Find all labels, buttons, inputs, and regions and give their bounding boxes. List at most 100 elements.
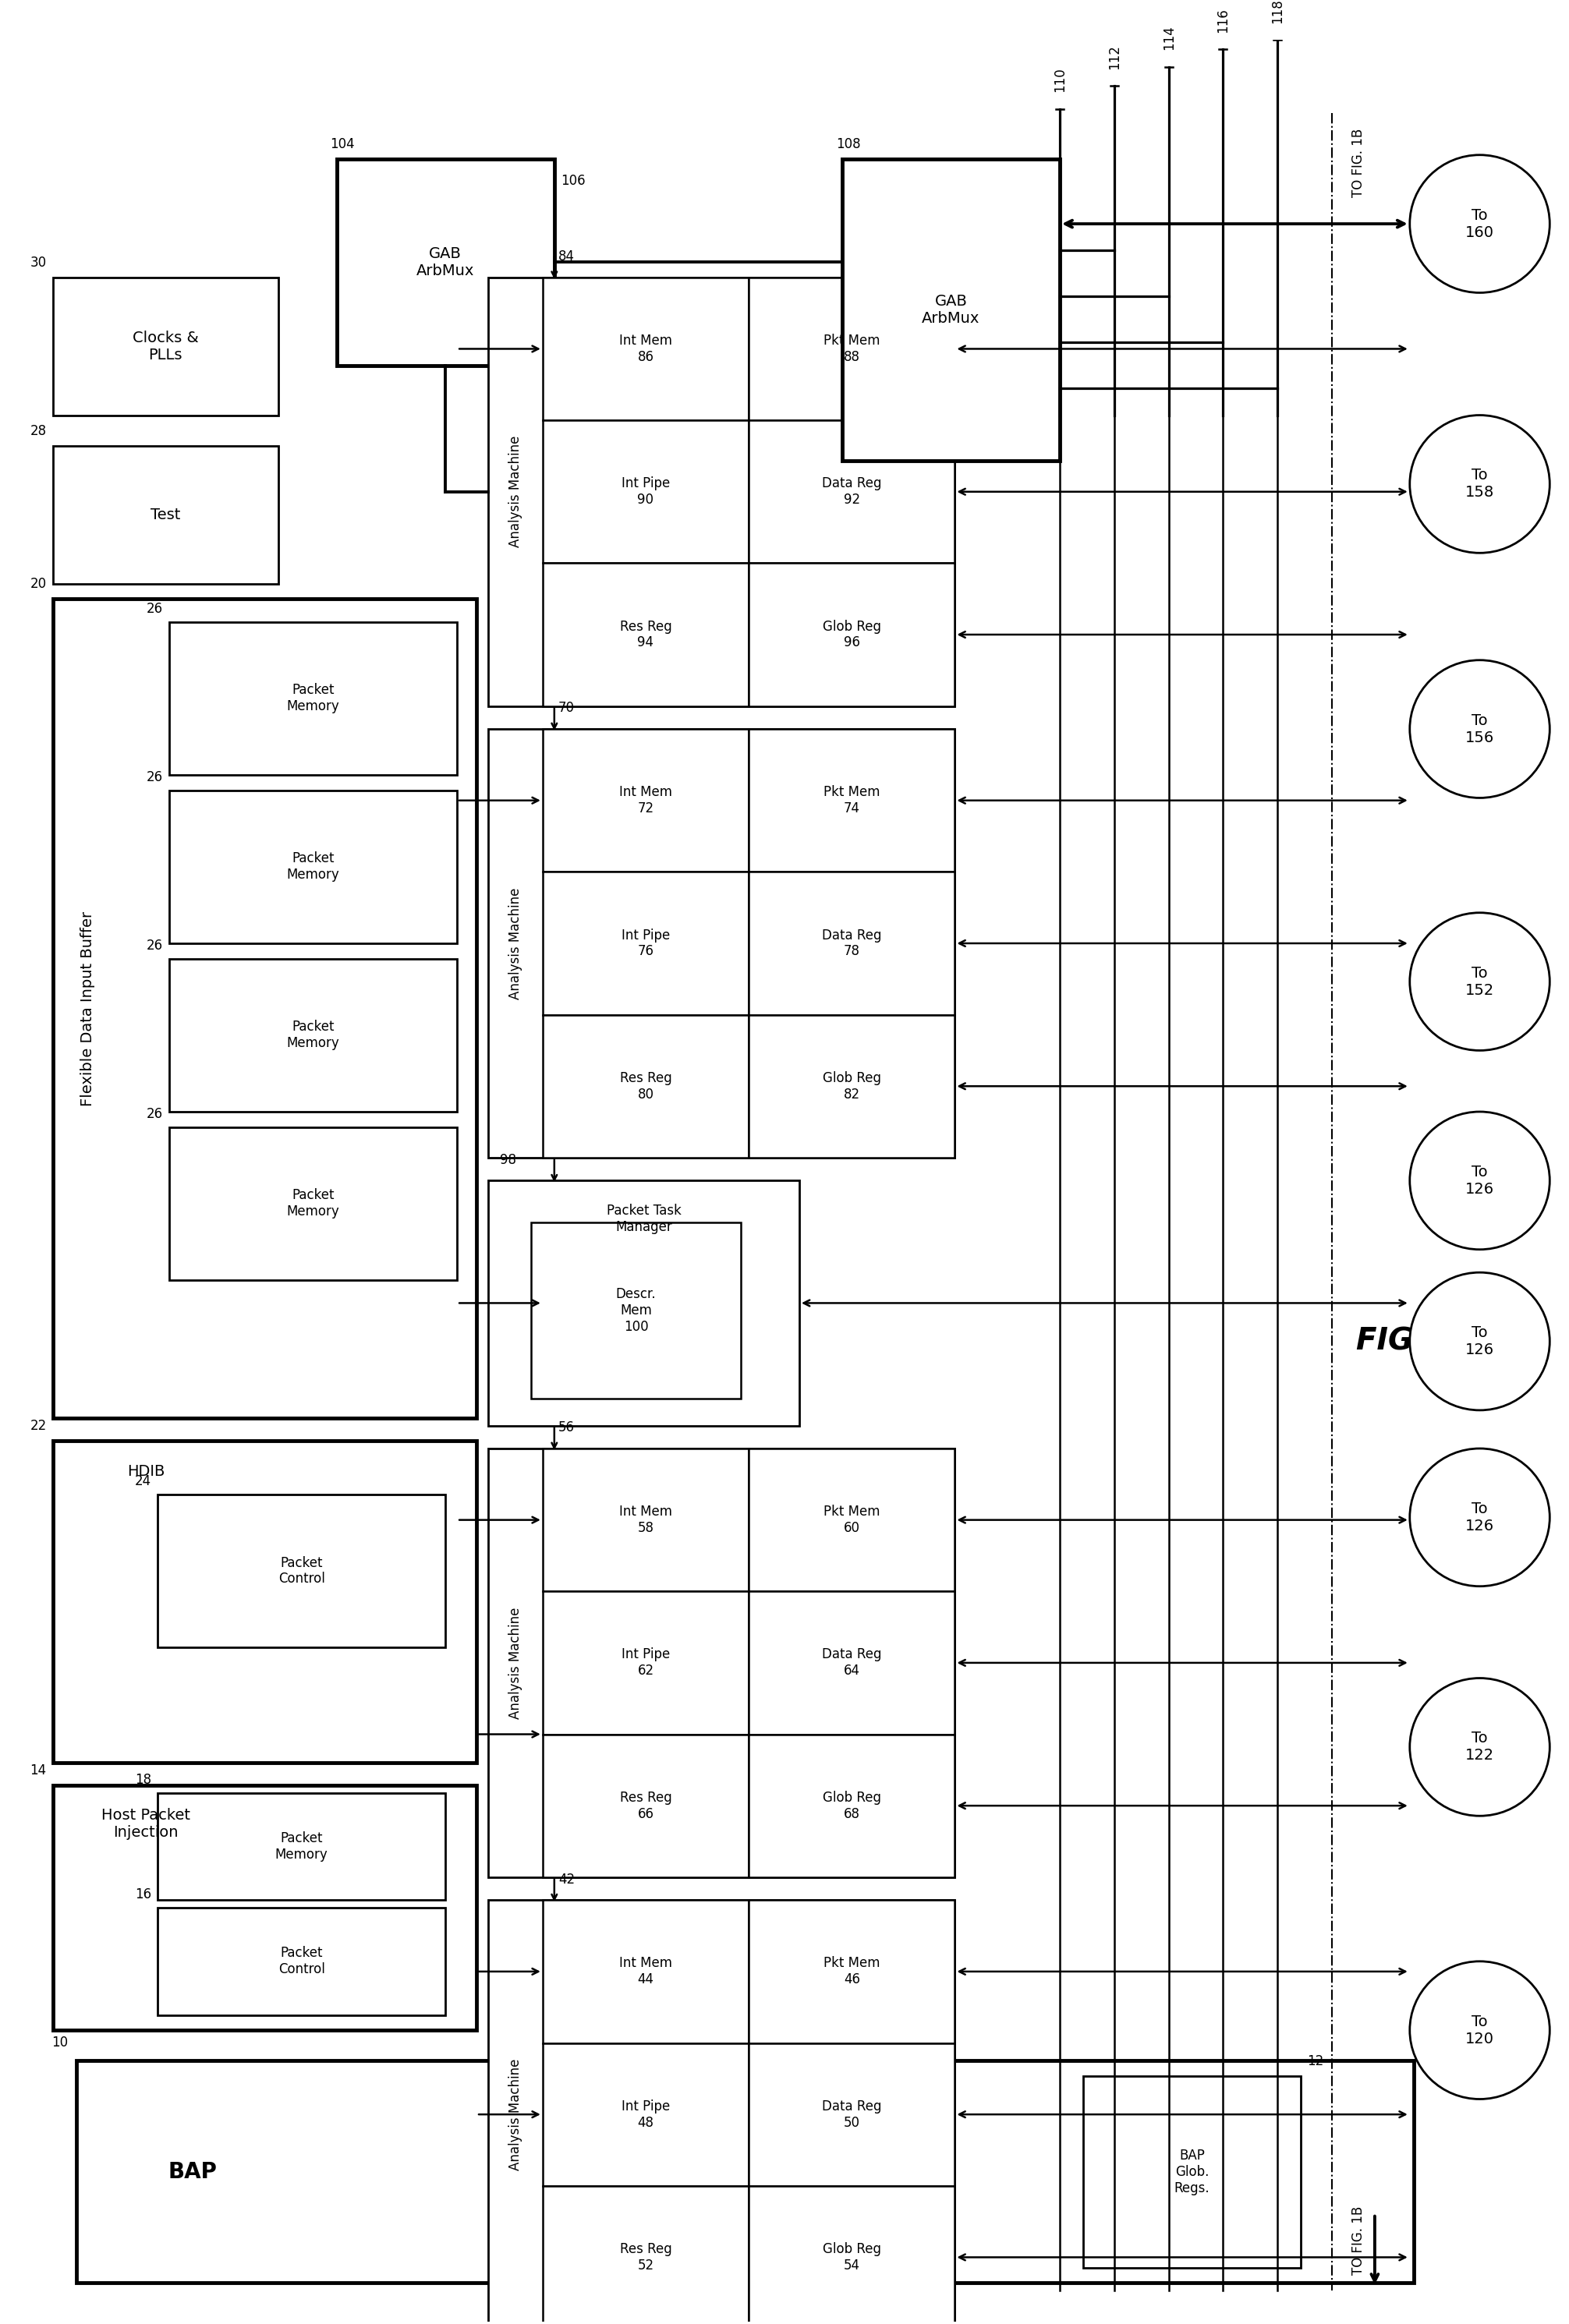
Text: Packet
Memory: Packet Memory [287, 1020, 339, 1050]
Text: FIG. 1A: FIG. 1A [1356, 1327, 1480, 1357]
Bar [748, 1592, 956, 1734]
Bar [748, 872, 956, 1016]
Text: Pkt Mem
88: Pkt Mem 88 [824, 335, 880, 365]
Text: Descr.
Mem
100: Descr. Mem 100 [617, 1287, 656, 1334]
Bar [53, 277, 278, 416]
Bar [543, 1016, 748, 1157]
Text: 28: 28 [30, 423, 47, 439]
Text: Data Reg
50: Data Reg 50 [822, 2099, 882, 2129]
Bar [543, 872, 748, 1016]
Text: To
158: To 158 [1465, 467, 1494, 500]
Text: Data Reg
92: Data Reg 92 [822, 476, 882, 507]
Bar [748, 2043, 956, 2187]
Text: Int Mem
44: Int Mem 44 [620, 1957, 672, 1987]
Bar [158, 1792, 446, 1901]
Bar [748, 1734, 956, 1878]
Text: Data Reg
78: Data Reg 78 [822, 927, 882, 957]
Text: 108: 108 [836, 137, 860, 151]
Text: Flexible Data Input Buffer: Flexible Data Input Buffer [80, 911, 96, 1106]
Text: Packet
Memory: Packet Memory [287, 1188, 339, 1218]
Bar [543, 1901, 748, 2043]
Bar [488, 1901, 956, 2324]
Text: To
156: To 156 [1465, 713, 1494, 746]
Bar [748, 1448, 956, 1592]
Text: To
126: To 126 [1465, 1164, 1494, 1197]
Circle shape [1409, 156, 1550, 293]
Text: TO FIG. 1B: TO FIG. 1B [1351, 128, 1365, 198]
Text: Int Mem
86: Int Mem 86 [620, 335, 672, 365]
Bar [158, 1494, 446, 1648]
Text: 26: 26 [146, 769, 163, 783]
Text: Int Pipe
62: Int Pipe 62 [621, 1648, 670, 1678]
Text: 22: 22 [30, 1420, 47, 1434]
Bar [543, 1734, 748, 1878]
Text: Packet
Memory: Packet Memory [287, 683, 339, 713]
Text: GAB
ArbMux: GAB ArbMux [416, 246, 474, 279]
Text: 118: 118 [1271, 0, 1285, 23]
Text: Packet
Memory: Packet Memory [275, 1831, 328, 1862]
Text: 10: 10 [52, 2036, 69, 2050]
Bar [169, 623, 457, 774]
Text: 104: 104 [331, 137, 355, 151]
Bar [748, 562, 956, 706]
Text: Pkt Mem
46: Pkt Mem 46 [824, 1957, 880, 1987]
Text: To
160: To 160 [1465, 207, 1494, 239]
Text: Analysis Machine: Analysis Machine [508, 888, 522, 999]
Text: Res Reg
52: Res Reg 52 [620, 2243, 672, 2273]
Text: Glob Reg
54: Glob Reg 54 [822, 2243, 882, 2273]
Text: 112: 112 [1108, 44, 1122, 70]
Bar [158, 1908, 446, 2015]
Bar [543, 1448, 748, 1592]
Text: 26: 26 [146, 939, 163, 953]
Text: Glob Reg
82: Glob Reg 82 [822, 1071, 882, 1102]
Bar [53, 446, 278, 583]
Text: Glob Reg
68: Glob Reg 68 [822, 1789, 882, 1820]
Circle shape [1409, 1678, 1550, 1815]
Text: 14: 14 [30, 1764, 47, 1778]
Text: Pkt Mem
60: Pkt Mem 60 [824, 1506, 880, 1536]
Text: Packet
Control: Packet Control [278, 1555, 325, 1585]
Bar [748, 277, 956, 421]
Bar [53, 1441, 477, 1762]
Bar [53, 1785, 477, 2031]
Text: 26: 26 [146, 602, 163, 616]
Bar [75, 2061, 1414, 2282]
Text: 114: 114 [1161, 26, 1175, 51]
Bar [488, 730, 956, 1157]
Text: 116: 116 [1216, 7, 1230, 33]
Circle shape [1409, 1448, 1550, 1587]
Bar [748, 1901, 956, 2043]
Circle shape [1409, 660, 1550, 797]
Text: 26: 26 [146, 1106, 163, 1120]
Text: 70: 70 [559, 702, 574, 716]
Text: To
120: To 120 [1465, 2015, 1494, 2045]
Text: BAP
Glob.
Regs.: BAP Glob. Regs. [1174, 2150, 1210, 2196]
Bar [337, 158, 554, 365]
Text: 110: 110 [1053, 67, 1067, 93]
Bar [169, 1127, 457, 1281]
Circle shape [1409, 1111, 1550, 1250]
Text: TO FIG. 1B: TO FIG. 1B [1351, 2205, 1365, 2275]
Text: Int Mem
72: Int Mem 72 [620, 786, 672, 816]
Bar [169, 957, 457, 1111]
Bar [748, 421, 956, 562]
Text: HDIB: HDIB [127, 1464, 165, 1478]
Bar [488, 1448, 956, 1878]
Bar [748, 730, 956, 872]
Text: Pkt Mem
74: Pkt Mem 74 [824, 786, 880, 816]
Text: 98: 98 [501, 1153, 516, 1167]
Text: Data Reg
64: Data Reg 64 [822, 1648, 882, 1678]
Text: GAB
ArbMux: GAB ArbMux [923, 293, 981, 325]
Text: Res Reg
80: Res Reg 80 [620, 1071, 672, 1102]
Bar [488, 1181, 799, 1425]
Bar [169, 790, 457, 944]
Circle shape [1409, 1274, 1550, 1411]
Bar [530, 1222, 741, 1399]
Bar [843, 158, 1059, 460]
Text: 20: 20 [30, 576, 47, 590]
Circle shape [1409, 416, 1550, 553]
Text: To
122: To 122 [1465, 1731, 1494, 1764]
Text: Analysis Machine: Analysis Machine [508, 2059, 522, 2171]
Text: 30: 30 [30, 256, 47, 270]
Text: 84: 84 [559, 249, 574, 263]
